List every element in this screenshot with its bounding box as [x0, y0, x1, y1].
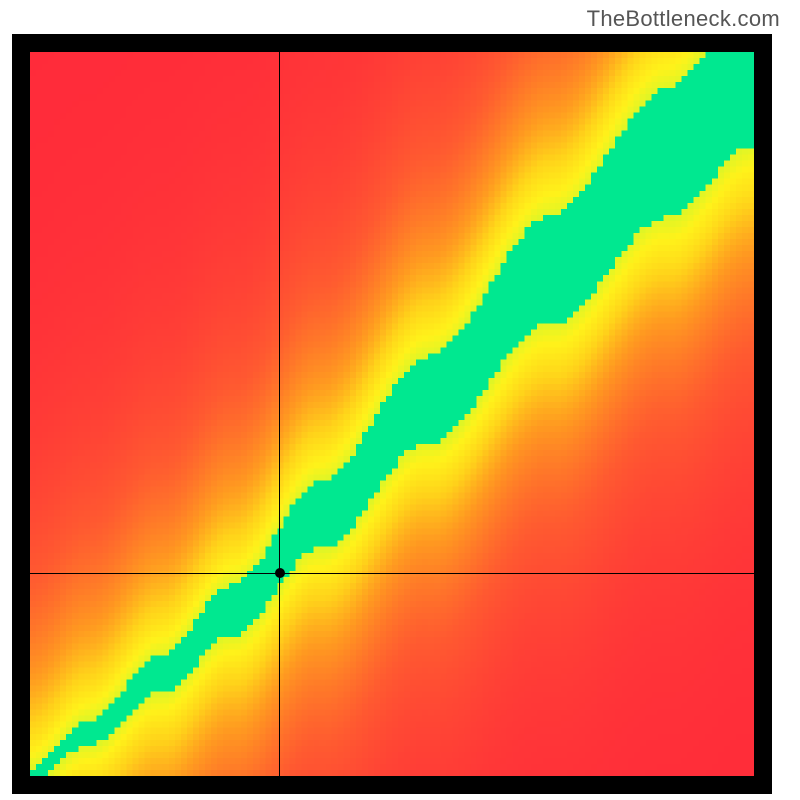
crosshair-horizontal	[30, 573, 754, 574]
crosshair-vertical	[279, 52, 280, 776]
marker-dot	[275, 568, 285, 578]
heatmap-canvas	[30, 52, 754, 776]
watermark-text: TheBottleneck.com	[587, 6, 780, 32]
chart-container: TheBottleneck.com	[0, 0, 800, 800]
